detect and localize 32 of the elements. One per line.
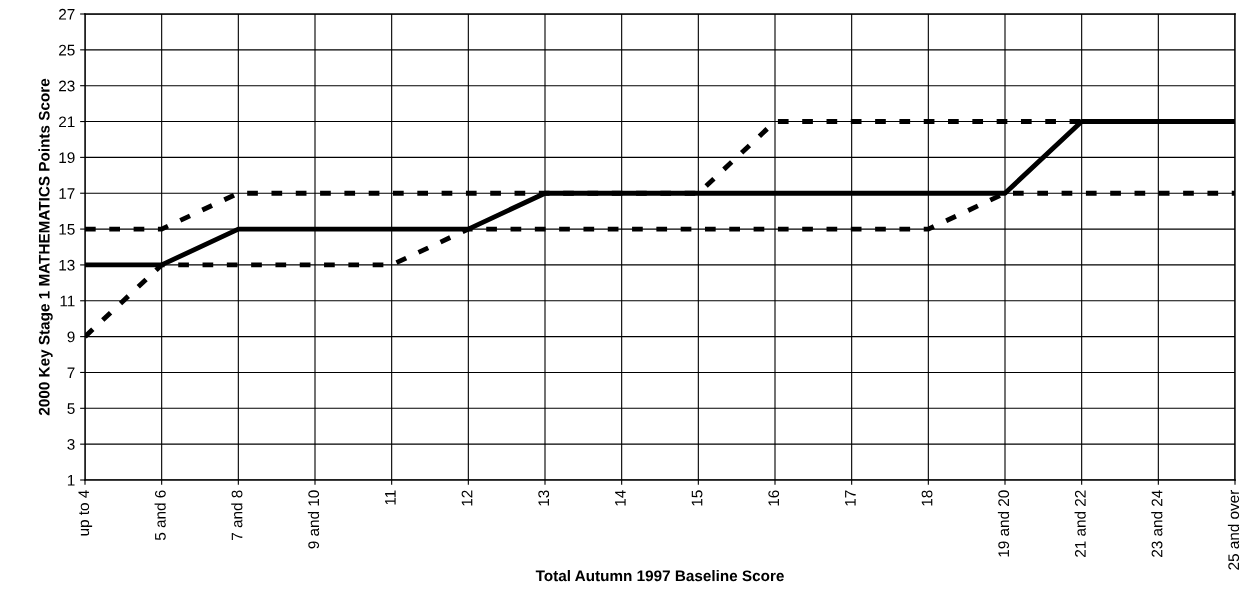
y-tick-label: 5 [67, 403, 75, 414]
y-tick-label: 27 [59, 8, 75, 20]
x-tick-label: 13 [538, 490, 550, 506]
x-tick-label: 15 [691, 490, 703, 506]
y-tick-label: 13 [59, 259, 75, 271]
y-tick-label: 17 [59, 188, 75, 199]
x-tick-label: 12 [461, 490, 473, 506]
x-tick-label: up to 4 [78, 490, 93, 536]
y-tick-label: 19 [59, 152, 75, 164]
x-tick-label: 23 and 24 [1151, 490, 1163, 557]
y-tick-label: 23 [59, 80, 75, 92]
y-tick-label: 11 [60, 295, 75, 307]
y-tick-label: 15 [59, 224, 75, 235]
x-tick-label: 21 and 22 [1074, 490, 1086, 557]
x-tick-label: 25 and over [1227, 489, 1240, 570]
y-tick-label: 1 [67, 475, 75, 486]
y-tick-label: 25 [59, 44, 75, 56]
x-tick-label: 18 [921, 490, 933, 506]
x-tick-label: 16 [768, 490, 780, 506]
x-tick-label: 17 [845, 490, 856, 506]
y-tick-label: 9 [67, 331, 75, 343]
x-axis-title: Total Autumn 1997 Baseline Score [535, 570, 784, 582]
y-tick-label: 21 [59, 116, 75, 128]
y-axis-title: 2000 Key Stage 1 MATHEMATICS Points Score [38, 78, 53, 416]
x-tick-label: 14 [615, 490, 626, 506]
y-tick-label: 7 [67, 367, 75, 378]
x-tick-label: 19 and 20 [997, 490, 1010, 557]
x-tick-label: 9 and 10 [307, 490, 320, 549]
x-tick-label: 11 [385, 490, 396, 505]
y-tick-label: 3 [67, 439, 75, 450]
x-tick-label: 5 and 6 [154, 490, 166, 541]
x-tick-label: 7 and 8 [231, 490, 243, 540]
